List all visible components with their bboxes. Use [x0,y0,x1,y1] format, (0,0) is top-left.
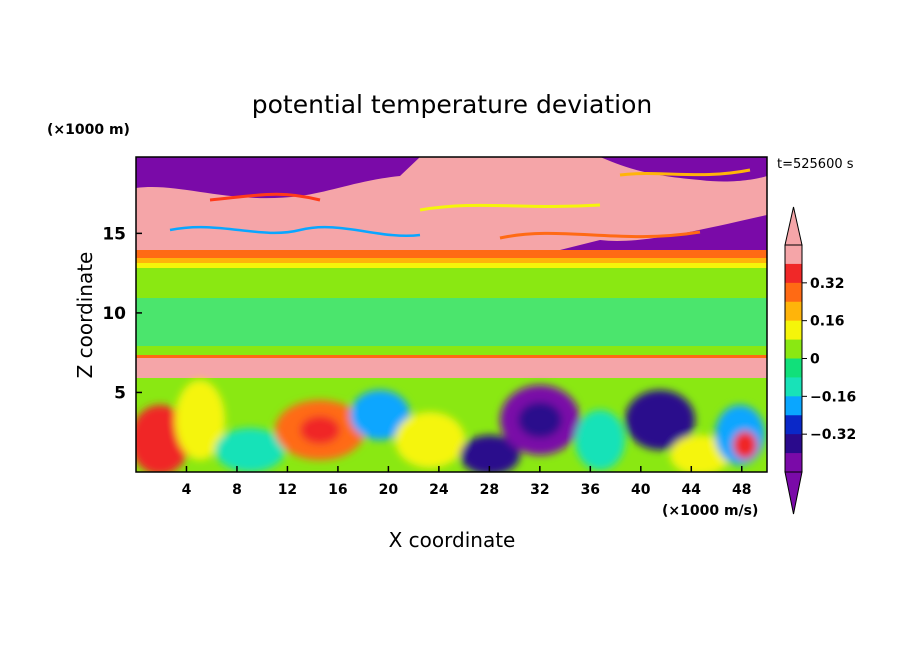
x-tick-label: 8 [232,482,242,498]
x-tick-label: 12 [278,482,297,498]
band-upper-orange [136,258,767,264]
x-tick-label: 24 [429,482,449,498]
x-tick-label: 40 [631,482,651,498]
colorbar-segment [785,339,802,359]
y-tick-label: 10 [102,304,126,324]
colorbar-segment [785,434,802,454]
time-label: t=525600 s [777,157,854,172]
colorbar-label: 0.16 [810,314,845,330]
x-tick-label: 4 [182,482,192,498]
colorbar-segment [785,415,802,435]
colorbar-segment [785,263,802,284]
y-axis-ticks: 5 10 15 [102,224,142,403]
y-unit-label: (×1000 m) [47,122,130,138]
x-tick-label: 44 [682,482,702,498]
x-tick-label: 16 [328,482,347,498]
chart-title: potential temperature deviation [252,90,652,119]
band-upper-yellow [136,263,767,268]
colorbar-segment [785,301,802,322]
heatmap-field [136,157,767,472]
x-tick-label: 28 [480,482,499,498]
lower-convective-region [136,378,767,472]
x-tick-label: 48 [732,482,751,498]
x-tick-label: 32 [530,482,549,498]
colorbar-label: 0 [810,352,820,368]
y-tick-label: 15 [102,224,126,244]
colorbar-segment [785,282,802,303]
y-axis-label: Z coordinate [73,252,97,379]
colorbar-label: 0.32 [810,276,845,292]
colorbar-segment [785,453,802,473]
colorbar-segment [785,245,802,265]
colorbar-under-triangle [784,471,803,515]
x-tick-label: 36 [581,482,600,498]
colorbar: 0.32 0.16 0 −0.16 −0.32 [784,206,856,515]
y-tick-label: 5 [114,383,126,403]
plot-frame [135,156,768,473]
x-unit-label: (×1000 m/s) [662,503,758,519]
colorbar-over-triangle [784,206,803,246]
x-tick-label: 20 [379,482,399,498]
colorbar-label: −0.32 [810,427,856,443]
colorbar-segment [785,320,802,341]
colorbar-label: −0.16 [810,389,856,405]
colorbar-segment [785,358,802,378]
x-axis-ticks: 4 8 12 16 20 24 28 32 36 40 44 48 [182,466,752,498]
colorbar-segment [785,377,802,397]
upper-pink-region [136,157,767,250]
colorbar-segment [785,396,802,416]
band-lower-pink [136,356,767,378]
band-middle-cyan [136,298,767,346]
x-axis-label: X coordinate [389,528,516,552]
